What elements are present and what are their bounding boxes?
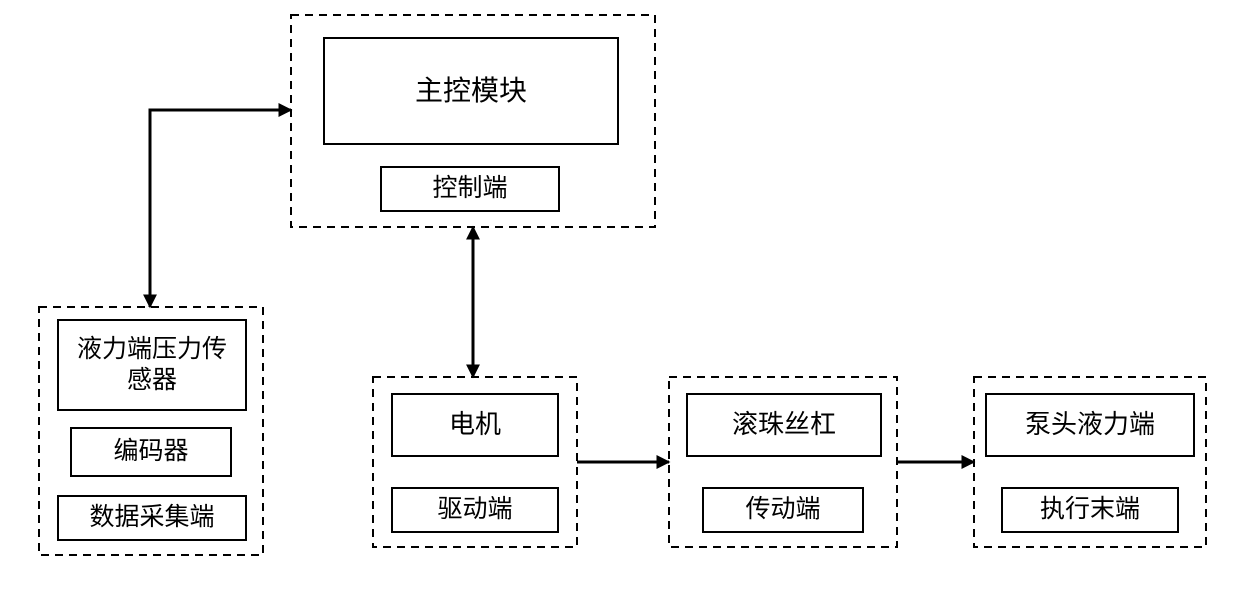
box-trans_lbl: 传动端 bbox=[702, 487, 864, 533]
arrow bbox=[150, 110, 291, 307]
box-exec_lbl: 执行末端 bbox=[1001, 487, 1179, 533]
box-pumphead: 泵头液力端 bbox=[985, 393, 1195, 457]
box-control_lbl: 控制端 bbox=[380, 166, 560, 212]
diagram-canvas: 主控模块控制端液力端压力传感器编码器数据采集端 电机驱动端 滚珠丝杠传动端 泵头液力端… bbox=[0, 0, 1240, 591]
box-encoder: 编码器 bbox=[70, 427, 232, 477]
box-motor: 电机 bbox=[391, 393, 559, 457]
box-daq_lbl: 数据采集端 bbox=[57, 495, 247, 541]
box-drive_lbl: 驱动端 bbox=[391, 487, 559, 533]
box-pressure: 液力端压力传感器 bbox=[57, 319, 247, 411]
box-main_module: 主控模块 bbox=[323, 37, 619, 145]
box-ballscrew: 滚珠丝杠 bbox=[686, 393, 882, 457]
